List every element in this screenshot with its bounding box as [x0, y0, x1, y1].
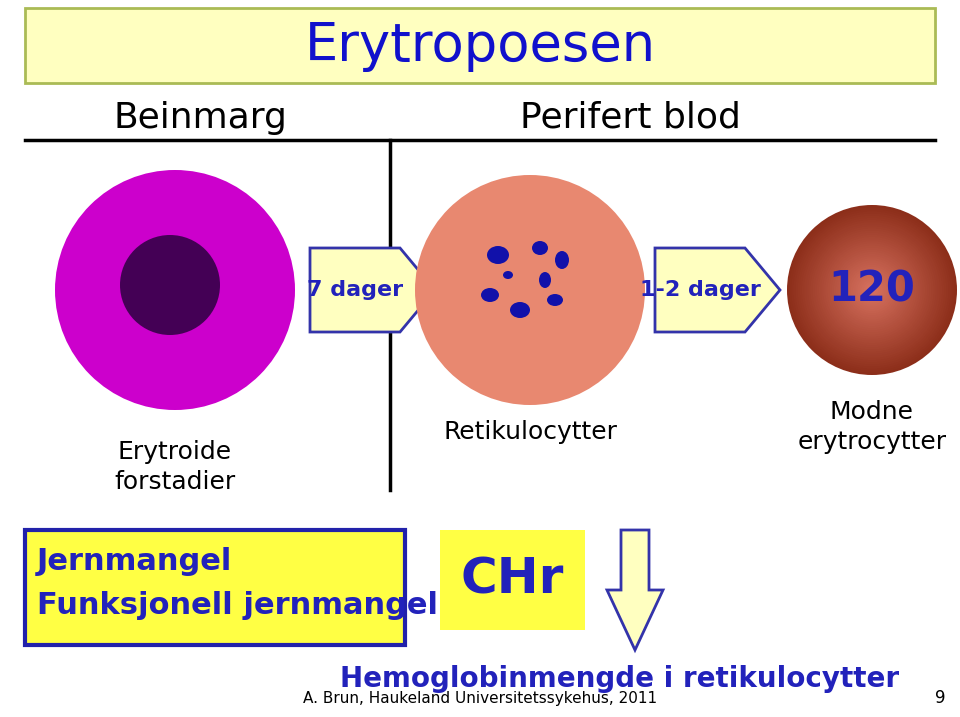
Circle shape [806, 224, 938, 356]
Circle shape [791, 209, 952, 371]
Circle shape [868, 286, 876, 294]
Circle shape [866, 284, 878, 296]
Text: 7 dager: 7 dager [307, 280, 403, 300]
Circle shape [870, 288, 875, 292]
Circle shape [845, 262, 900, 318]
Text: Retikulocytter: Retikulocytter [443, 420, 617, 444]
Circle shape [808, 227, 936, 353]
Text: Beinmarg: Beinmarg [113, 101, 287, 135]
Ellipse shape [415, 175, 645, 405]
Polygon shape [655, 248, 780, 332]
Text: 9: 9 [934, 689, 945, 707]
Circle shape [836, 254, 908, 326]
Circle shape [821, 239, 923, 341]
Circle shape [849, 267, 896, 313]
Circle shape [861, 280, 882, 300]
Circle shape [798, 216, 947, 364]
Circle shape [810, 229, 934, 351]
Circle shape [851, 269, 893, 311]
Text: Erytroide
forstadier: Erytroide forstadier [114, 440, 235, 494]
Circle shape [787, 205, 957, 375]
Circle shape [852, 271, 891, 309]
Text: Modne
erytrocytter: Modne erytrocytter [798, 400, 947, 454]
Circle shape [819, 237, 925, 343]
Circle shape [833, 252, 910, 328]
Circle shape [838, 256, 906, 324]
Circle shape [863, 282, 880, 298]
Circle shape [796, 214, 948, 366]
Circle shape [812, 230, 931, 349]
Circle shape [859, 277, 885, 303]
Polygon shape [310, 248, 435, 332]
Circle shape [840, 258, 904, 322]
FancyBboxPatch shape [440, 530, 585, 630]
FancyBboxPatch shape [25, 530, 405, 645]
Text: 1-2 dager: 1-2 dager [639, 280, 760, 300]
Text: Perifert blod: Perifert blod [519, 101, 740, 135]
Circle shape [847, 265, 898, 315]
Ellipse shape [547, 294, 563, 306]
Circle shape [855, 273, 889, 307]
Circle shape [842, 260, 901, 320]
Circle shape [823, 241, 921, 339]
Text: Funksjonell jernmangel: Funksjonell jernmangel [37, 591, 438, 619]
Circle shape [815, 232, 929, 347]
Text: Jernmangel: Jernmangel [37, 548, 232, 576]
Text: A. Brun, Haukeland Universitetssykehus, 2011: A. Brun, Haukeland Universitetssykehus, … [303, 690, 657, 706]
Ellipse shape [481, 288, 499, 302]
Ellipse shape [532, 241, 548, 255]
Ellipse shape [487, 246, 509, 264]
Circle shape [817, 234, 927, 346]
Circle shape [55, 170, 295, 410]
Circle shape [789, 207, 955, 373]
Circle shape [804, 222, 940, 358]
Circle shape [831, 250, 912, 331]
Text: CHr: CHr [461, 556, 564, 604]
Circle shape [826, 243, 919, 337]
Circle shape [802, 220, 942, 360]
Ellipse shape [539, 272, 551, 288]
Circle shape [829, 247, 915, 333]
Circle shape [828, 245, 917, 335]
Circle shape [120, 235, 220, 335]
Circle shape [793, 212, 950, 369]
Text: Erytropoesen: Erytropoesen [304, 19, 656, 72]
Polygon shape [607, 530, 663, 650]
Ellipse shape [555, 251, 569, 269]
Text: 120: 120 [828, 269, 916, 311]
FancyBboxPatch shape [25, 8, 935, 83]
Text: Hemoglobinmengde i retikulocytter: Hemoglobinmengde i retikulocytter [341, 665, 900, 693]
Circle shape [800, 218, 945, 362]
Ellipse shape [510, 302, 530, 318]
Circle shape [857, 275, 887, 305]
Ellipse shape [503, 271, 513, 279]
